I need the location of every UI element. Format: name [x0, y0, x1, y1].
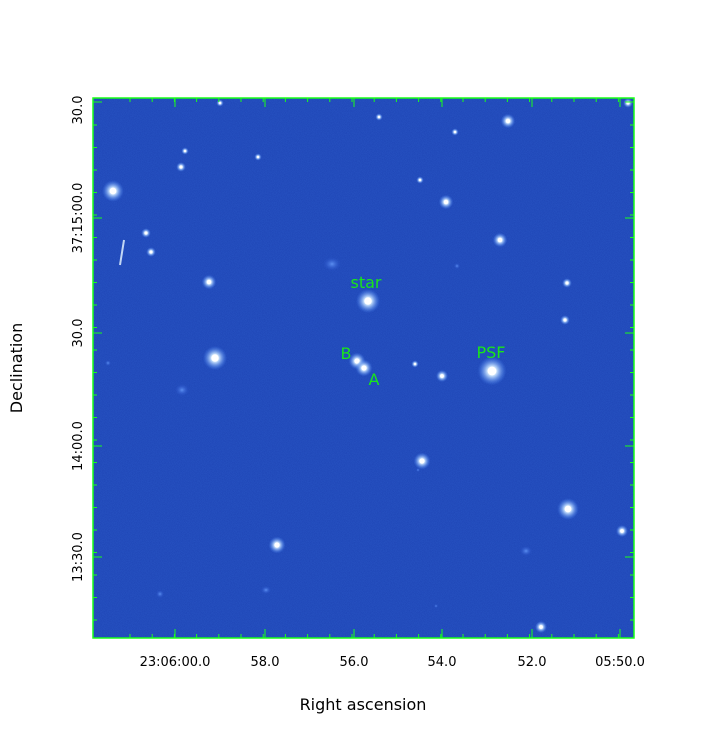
star-core — [377, 115, 381, 119]
annotation-b: B — [341, 344, 352, 363]
star-core — [440, 374, 444, 378]
star-core — [418, 178, 422, 182]
annotation-psf: PSF — [476, 343, 505, 362]
galaxy-source — [520, 546, 532, 556]
galaxy-source — [323, 257, 341, 271]
y-tick-label: 30.0 — [71, 319, 86, 348]
star-core — [274, 542, 280, 548]
image-frame — [92, 97, 635, 639]
x-tick-label: 58.0 — [251, 655, 280, 670]
galaxy-source — [261, 586, 271, 594]
galaxy-source — [105, 360, 111, 366]
star-core — [497, 237, 503, 243]
galaxy-source — [175, 384, 189, 396]
y-tick-label: 30.0 — [71, 96, 86, 125]
sky-image — [93, 98, 634, 638]
star-core — [620, 529, 624, 533]
star-core — [565, 281, 569, 285]
annotation-star: star — [351, 273, 382, 292]
y-tick-label: 14:00.0 — [71, 421, 86, 471]
star-core — [453, 130, 457, 134]
star-core — [256, 155, 260, 159]
star-core — [206, 279, 212, 285]
star-core — [211, 354, 219, 362]
satellite-trail — [119, 239, 125, 266]
star-core — [144, 231, 148, 235]
star-core — [505, 118, 511, 124]
star-core — [539, 625, 543, 629]
star-core — [361, 365, 367, 371]
star-core — [413, 362, 417, 366]
star-core — [109, 187, 117, 195]
x-axis-title: Right ascension — [300, 695, 427, 714]
star-core — [443, 199, 449, 205]
annotation-a: A — [369, 370, 380, 389]
frame-ticks — [93, 98, 634, 638]
star-core — [218, 101, 222, 105]
x-tick-label: 05:50.0 — [595, 655, 645, 670]
star-core — [179, 165, 183, 169]
star-core — [183, 149, 187, 153]
galaxy-source — [416, 468, 420, 472]
y-tick-label: 13:30.0 — [71, 532, 86, 582]
y-tick-label: 37:15:00.0 — [71, 183, 86, 254]
star-core — [563, 318, 567, 322]
x-tick-label: 54.0 — [428, 655, 457, 670]
star-core — [419, 458, 425, 464]
galaxy-source — [156, 590, 164, 598]
galaxy-source — [434, 604, 438, 608]
galaxy-source — [454, 263, 460, 269]
y-axis-title: Declination — [7, 323, 26, 413]
star-core — [149, 250, 153, 254]
sky-sources — [102, 98, 633, 633]
x-tick-label: 52.0 — [518, 655, 547, 670]
star-core — [564, 505, 572, 513]
x-tick-label: 23:06:00.0 — [140, 655, 211, 670]
x-tick-label: 56.0 — [340, 655, 369, 670]
star-core — [487, 366, 497, 376]
star-core — [364, 297, 372, 305]
